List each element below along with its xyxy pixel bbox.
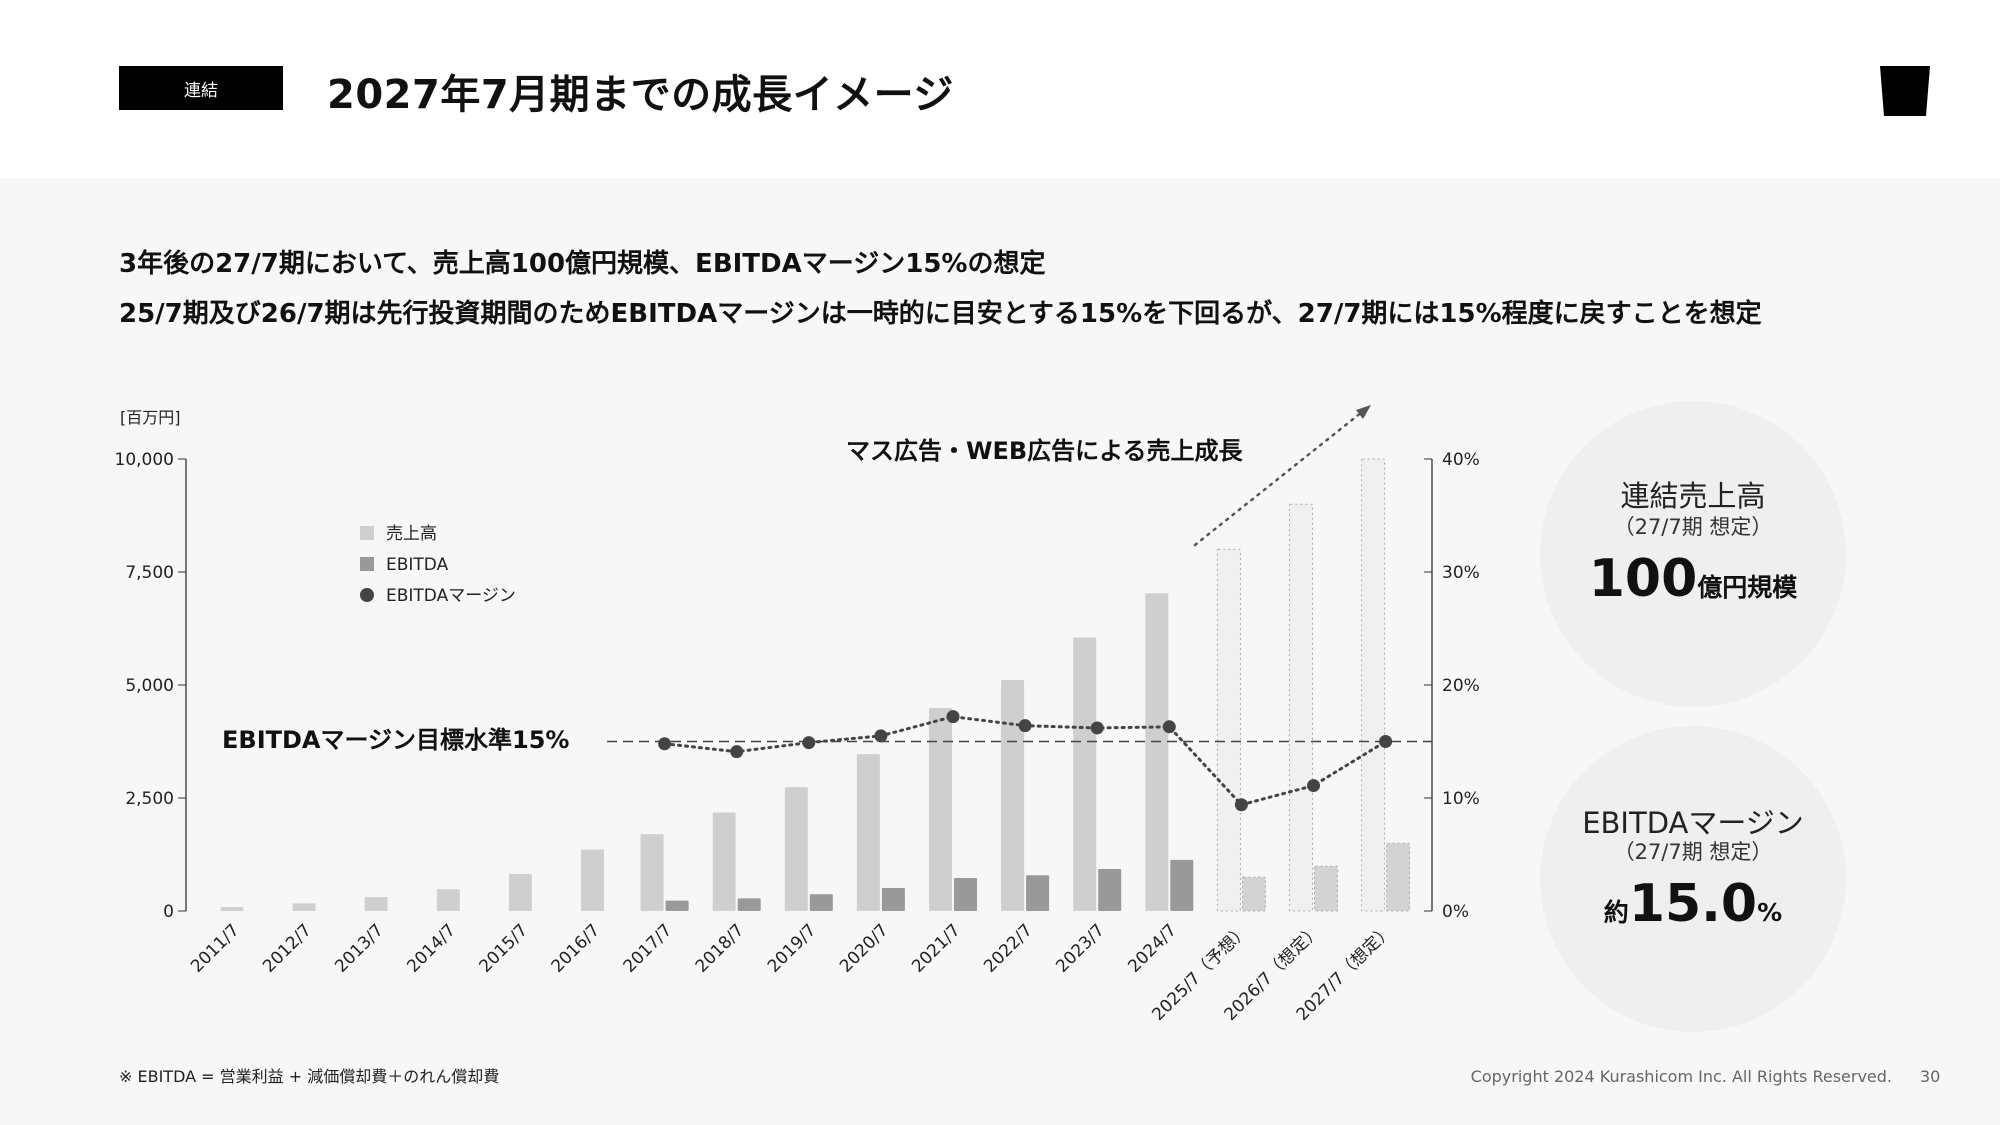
bar-ebitda xyxy=(954,878,977,911)
legend-marker-margin xyxy=(360,588,374,602)
bar-sales xyxy=(784,787,808,911)
kpi-margin-title: EBITDAマージン xyxy=(1582,806,1804,840)
margin-point xyxy=(1018,719,1032,733)
x-tick-label: 2019/7 xyxy=(764,920,820,976)
margin-point xyxy=(730,745,744,759)
margin-point xyxy=(1307,779,1320,793)
bar-sales xyxy=(1216,548,1241,912)
bar-ebitda xyxy=(809,894,833,911)
margin-point xyxy=(1234,798,1248,812)
x-tick-label: 2013/7 xyxy=(331,920,387,976)
kpi-sales-unit: 億円規模 xyxy=(1697,573,1798,602)
x-tick-label: 2020/7 xyxy=(836,920,892,976)
bar-ebitda xyxy=(1241,876,1266,912)
margin-point xyxy=(874,729,888,743)
margin-point xyxy=(802,736,816,750)
bar-sales xyxy=(436,889,460,911)
margin-point xyxy=(1090,721,1104,735)
bar-ebitda xyxy=(1386,842,1411,912)
growth-arrow-head-icon xyxy=(1356,405,1371,419)
bar-ebitda xyxy=(1026,875,1050,911)
bar-ebitda xyxy=(881,887,905,911)
unit-label: [百万円] xyxy=(120,408,181,427)
bar-ebitda xyxy=(1098,868,1122,911)
x-tick-label: 2018/7 xyxy=(692,920,748,976)
bar-sales xyxy=(929,708,952,911)
left-tick-label: 2,500 xyxy=(125,789,174,809)
bar-sales xyxy=(364,896,388,911)
x-tick-label: 2021/7 xyxy=(908,920,964,976)
kpi-sales-title: 連結売上高 xyxy=(1620,479,1766,513)
bar-sales xyxy=(712,812,736,911)
legend-label-margin: EBITDAマージン xyxy=(386,586,516,606)
bar-sales xyxy=(1001,680,1025,911)
right-tick-label: 20% xyxy=(1442,676,1480,696)
kpi-sales-number: 100 xyxy=(1588,549,1698,609)
bar-sales xyxy=(856,754,880,911)
legend-swatch-ebitda xyxy=(360,557,374,571)
left-tick-label: 10,000 xyxy=(115,450,174,470)
margin-point xyxy=(1379,735,1393,748)
x-tick-label: 2015/7 xyxy=(475,920,531,976)
margin-point xyxy=(658,737,672,751)
bar-sales xyxy=(508,873,532,911)
right-tick-label: 0% xyxy=(1442,902,1469,922)
margin-point xyxy=(1162,720,1176,734)
right-tick-label: 40% xyxy=(1442,450,1480,470)
footnote: ※ EBITDA = 営業利益 + 減価償却費＋のれん償却費 xyxy=(119,1067,500,1086)
margin-point xyxy=(946,710,960,724)
x-tick-label: 2014/7 xyxy=(403,920,459,976)
bar-sales xyxy=(292,903,316,911)
bar-sales xyxy=(1073,637,1097,911)
kpi-margin-unit: % xyxy=(1757,898,1783,927)
bar-sales xyxy=(1289,503,1313,912)
kpi-margin-prefix: 約 xyxy=(1603,898,1629,927)
legend-swatch-sales xyxy=(360,526,374,540)
lead-line-2: 25/7期及び26/7期は先行投資期間のためEBITDAマージンは一時的に目安と… xyxy=(119,299,1762,329)
kpi-margin-number: 15.0 xyxy=(1628,874,1758,934)
right-tick-label: 30% xyxy=(1442,563,1480,583)
kpi-sales-value: 100億円規模 xyxy=(1540,549,1846,609)
x-tick-label: 2022/7 xyxy=(980,920,1036,976)
left-tick-label: 5,000 xyxy=(125,676,174,696)
legend-label-sales: 売上高 xyxy=(386,524,437,544)
growth-arrow-line xyxy=(1193,410,1364,547)
kpi-sales-circle: 連結売上高 （27/7期 想定） 100億円規模 xyxy=(1540,401,1846,707)
left-tick-label: 0 xyxy=(163,902,174,922)
bar-sales xyxy=(1361,458,1386,912)
lead-line-1: 3年後の27/7期において、売上高100億円規模、EBITDAマージン15%の想… xyxy=(119,249,1046,279)
section-badge: 連結 xyxy=(119,66,283,110)
copyright: Copyright 2024 Kurashicom Inc. All Right… xyxy=(1470,1067,1892,1086)
kpi-margin-sub: （27/7期 想定） xyxy=(1613,840,1773,864)
legend-label-ebitda: EBITDA xyxy=(386,555,449,575)
x-tick-label: 2023/7 xyxy=(1052,920,1108,976)
header: 連結 2027年7月期までの成長イメージ xyxy=(0,0,2000,178)
kpi-margin-circle: EBITDAマージン （27/7期 想定） 約15.0% xyxy=(1540,726,1846,1032)
growth-annotation: マス広告・WEB広告による売上成長 xyxy=(846,437,1243,465)
right-tick-label: 10% xyxy=(1442,789,1480,809)
bar-ebitda xyxy=(1314,865,1338,912)
kpi-sales-sub: （27/7期 想定） xyxy=(1613,515,1773,539)
bar-sales xyxy=(1145,593,1169,911)
kpi-margin-value: 約15.0% xyxy=(1540,874,1846,934)
legend: 売上高 EBITDA EBITDAマージン xyxy=(360,524,516,606)
x-tick-label: 2011/7 xyxy=(187,920,243,976)
x-tick-label: 2012/7 xyxy=(259,920,315,976)
bar-ebitda xyxy=(1170,859,1194,911)
bar-sales xyxy=(581,849,604,911)
x-tick-label: 2024/7 xyxy=(1124,920,1180,976)
left-tick-label: 7,500 xyxy=(125,563,174,583)
bar-ebitda xyxy=(737,898,761,911)
bar-sales xyxy=(220,907,244,911)
cup-logo-icon xyxy=(1880,66,1930,116)
page-number: 30 xyxy=(1920,1067,1941,1086)
target-line-label: EBITDAマージン目標水準15% xyxy=(222,726,569,754)
bar-sales xyxy=(640,834,664,911)
page-title: 2027年7月期までの成長イメージ xyxy=(327,72,954,118)
bar-ebitda xyxy=(665,900,689,911)
x-tick-label: 2016/7 xyxy=(548,920,604,976)
x-tick-label: 2017/7 xyxy=(620,920,676,976)
